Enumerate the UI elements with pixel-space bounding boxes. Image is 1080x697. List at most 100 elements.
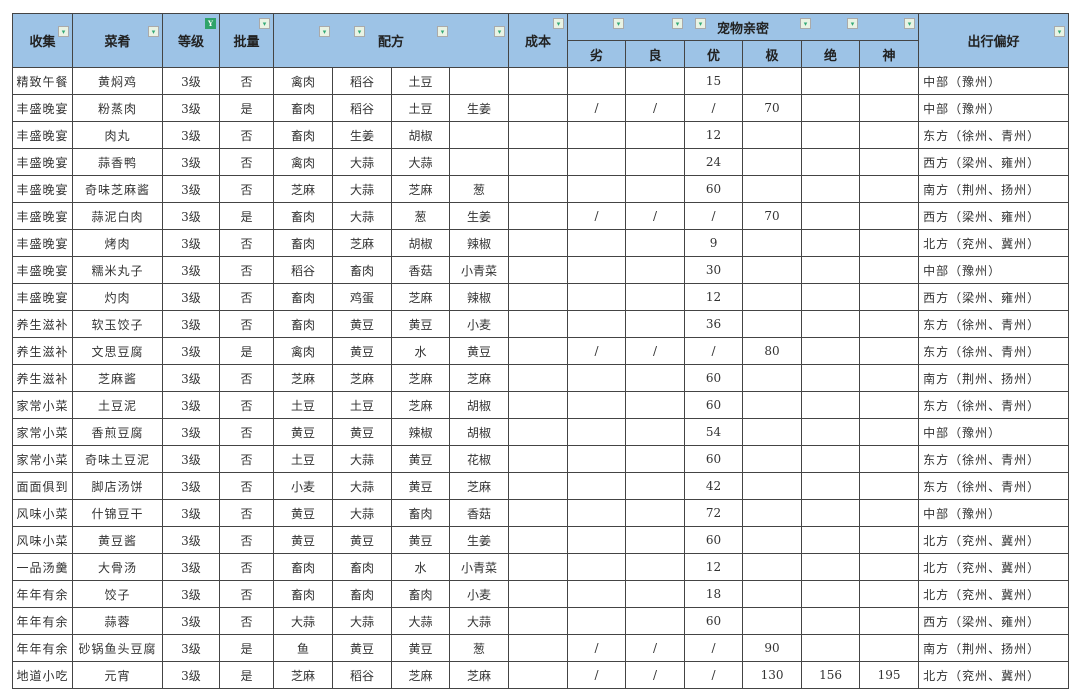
cell-affinity[interactable]: 70: [742, 94, 803, 122]
cell-ingredient[interactable]: 鸡蛋: [332, 283, 392, 311]
cell-ingredient[interactable]: 土豆: [391, 94, 450, 122]
cell-affinity[interactable]: [625, 256, 686, 284]
cell-ingredient[interactable]: 大蒜: [332, 472, 392, 500]
cell-cost[interactable]: [508, 148, 569, 176]
cell-ingredient[interactable]: 畜肉: [273, 553, 333, 581]
cell-affinity[interactable]: 12: [684, 553, 744, 581]
cell-travel[interactable]: 东方（徐州、青州）: [918, 391, 1070, 419]
cell-affinity[interactable]: [567, 175, 627, 203]
cell-affinity[interactable]: [859, 202, 920, 230]
cell-dish[interactable]: 奇味芝麻酱: [72, 175, 163, 203]
header-batch[interactable]: 批量 ▾: [219, 13, 274, 68]
cell-affinity[interactable]: 156: [801, 661, 861, 689]
cell-affinity[interactable]: [742, 607, 803, 635]
cell-ingredient[interactable]: 小青菜: [448, 553, 510, 581]
cell-affinity[interactable]: [625, 580, 686, 608]
cell-ingredient[interactable]: 芝麻: [332, 364, 392, 392]
cell-collection[interactable]: 家常小菜: [12, 391, 73, 419]
cell-affinity[interactable]: [625, 553, 686, 581]
cell-affinity[interactable]: [742, 526, 803, 554]
cell-collection[interactable]: 面面俱到: [12, 472, 73, 500]
cell-ingredient[interactable]: 葱: [448, 175, 510, 203]
cell-grade[interactable]: 3级: [162, 472, 220, 500]
cell-travel[interactable]: 北方（兖州、冀州）: [918, 553, 1070, 581]
cell-ingredient[interactable]: 芝麻: [448, 661, 510, 689]
cell-grade[interactable]: 3级: [162, 202, 220, 230]
cell-affinity[interactable]: 70: [742, 202, 803, 230]
cell-affinity[interactable]: [859, 256, 920, 284]
cell-affinity[interactable]: [801, 607, 861, 635]
cell-cost[interactable]: [508, 580, 569, 608]
cell-dish[interactable]: 饺子: [72, 580, 163, 608]
cell-ingredient[interactable]: 小青菜: [448, 256, 510, 284]
cell-ingredient[interactable]: 生姜: [448, 202, 510, 230]
cell-affinity[interactable]: 12: [684, 121, 744, 149]
cell-ingredient[interactable]: 小麦: [448, 310, 510, 338]
cell-affinity[interactable]: 24: [684, 148, 744, 176]
cell-affinity[interactable]: [859, 148, 920, 176]
cell-affinity[interactable]: 60: [684, 445, 744, 473]
cell-ingredient[interactable]: 黄豆: [332, 337, 392, 365]
cell-grade[interactable]: 3级: [162, 121, 220, 149]
cell-ingredient[interactable]: 黄豆: [448, 337, 510, 365]
cell-ingredient[interactable]: 畜肉: [273, 283, 333, 311]
cell-affinity[interactable]: [742, 175, 803, 203]
cell-batch[interactable]: 否: [219, 499, 274, 527]
cell-ingredient[interactable]: 禽肉: [273, 67, 333, 95]
filter-dropdown-icon[interactable]: ▾: [672, 18, 684, 29]
cell-affinity[interactable]: 42: [684, 472, 744, 500]
cell-affinity[interactable]: /: [684, 634, 744, 662]
cell-batch[interactable]: 否: [219, 283, 274, 311]
filter-dropdown-icon[interactable]: ▾: [847, 18, 859, 29]
cell-ingredient[interactable]: 土豆: [391, 67, 450, 95]
cell-grade[interactable]: 3级: [162, 94, 220, 122]
cell-ingredient[interactable]: 芝麻: [273, 661, 333, 689]
cell-affinity[interactable]: [742, 121, 803, 149]
cell-ingredient[interactable]: 胡椒: [448, 418, 510, 446]
cell-affinity[interactable]: [801, 202, 861, 230]
cell-cost[interactable]: [508, 418, 569, 446]
cell-affinity[interactable]: [859, 175, 920, 203]
cell-affinity[interactable]: [567, 121, 627, 149]
cell-ingredient[interactable]: 畜肉: [273, 94, 333, 122]
cell-collection[interactable]: 丰盛晚宴: [12, 175, 73, 203]
cell-dish[interactable]: 黄焖鸡: [72, 67, 163, 95]
cell-affinity[interactable]: [625, 526, 686, 554]
cell-affinity[interactable]: /: [684, 337, 744, 365]
cell-affinity[interactable]: /: [625, 661, 686, 689]
cell-affinity[interactable]: [801, 229, 861, 257]
cell-batch[interactable]: 是: [219, 337, 274, 365]
filter-dropdown-icon[interactable]: ▾: [613, 18, 625, 29]
cell-cost[interactable]: [508, 553, 569, 581]
cell-affinity[interactable]: [801, 364, 861, 392]
cell-ingredient[interactable]: 禽肉: [273, 337, 333, 365]
cell-ingredient[interactable]: 稻谷: [332, 67, 392, 95]
cell-ingredient[interactable]: 土豆: [273, 391, 333, 419]
cell-batch[interactable]: 否: [219, 553, 274, 581]
cell-affinity[interactable]: [625, 418, 686, 446]
cell-grade[interactable]: 3级: [162, 553, 220, 581]
cell-dish[interactable]: 文思豆腐: [72, 337, 163, 365]
cell-ingredient[interactable]: 辣椒: [448, 229, 510, 257]
cell-cost[interactable]: [508, 94, 569, 122]
cell-ingredient[interactable]: 水: [391, 337, 450, 365]
cell-ingredient[interactable]: 畜肉: [273, 310, 333, 338]
cell-ingredient[interactable]: [448, 67, 510, 95]
cell-cost[interactable]: [508, 310, 569, 338]
cell-ingredient[interactable]: 芝麻: [391, 391, 450, 419]
cell-batch[interactable]: 否: [219, 364, 274, 392]
cell-affinity[interactable]: 12: [684, 283, 744, 311]
cell-ingredient[interactable]: 芝麻: [448, 472, 510, 500]
cell-grade[interactable]: 3级: [162, 283, 220, 311]
cell-ingredient[interactable]: 香菇: [448, 499, 510, 527]
cell-affinity[interactable]: [567, 283, 627, 311]
cell-batch[interactable]: 是: [219, 634, 274, 662]
cell-ingredient[interactable]: 芝麻: [391, 364, 450, 392]
cell-affinity[interactable]: [801, 418, 861, 446]
cell-affinity[interactable]: [625, 445, 686, 473]
cell-travel[interactable]: 南方（荆州、扬州）: [918, 634, 1070, 662]
filter-dropdown-icon[interactable]: ▾: [148, 26, 159, 37]
cell-dish[interactable]: 肉丸: [72, 121, 163, 149]
cell-affinity[interactable]: [859, 364, 920, 392]
cell-ingredient[interactable]: 稻谷: [332, 661, 392, 689]
